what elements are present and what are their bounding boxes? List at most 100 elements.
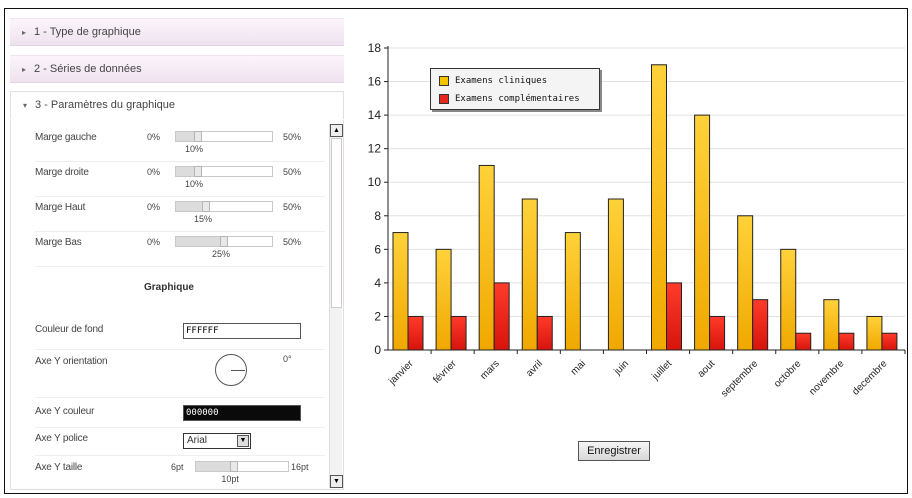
- y-tick-label: 10: [368, 175, 382, 189]
- margin-left-row: Marge gauche 0% 10% 50%: [35, 128, 325, 162]
- margin-top-max: 50%: [283, 202, 302, 212]
- margin-bottom-row: Marge Bas 0% 25% 50%: [35, 233, 325, 267]
- bar-complementaires: [450, 315, 467, 351]
- bar-complementaires: [666, 282, 682, 351]
- slider-thumb[interactable]: [230, 461, 238, 472]
- y-size-min: 6pt: [171, 462, 184, 472]
- background-color-row: Couleur de fond FFFFFF: [35, 318, 325, 350]
- bar-cliniques: [866, 315, 883, 351]
- orientation-dial[interactable]: [215, 354, 247, 386]
- x-tick-label: mai: [569, 358, 588, 377]
- panel-scrollbar[interactable]: ▲ ▼: [329, 124, 343, 488]
- y-color-input[interactable]: 000000: [183, 405, 301, 421]
- accordion-series-donnees[interactable]: ▸ 2 - Séries de données: [10, 55, 344, 83]
- save-button[interactable]: Enregistrer: [578, 441, 650, 461]
- chevron-down-icon[interactable]: ▼: [237, 435, 249, 447]
- accordion-parametres-graphique[interactable]: ▾ 3 - Paramètres du graphique: [10, 91, 344, 119]
- y-orientation-label: Axe Y orientation: [35, 356, 108, 367]
- y-tick-label: 8: [374, 209, 381, 223]
- x-tick-label: novembre: [807, 358, 847, 398]
- bar-complementaires: [493, 282, 510, 351]
- x-tick-label: decembre: [850, 358, 890, 398]
- bar-complementaires: [838, 332, 855, 351]
- legend-swatch: [439, 94, 449, 104]
- margin-bottom-slider[interactable]: [175, 236, 273, 247]
- triangle-right-icon: ▸: [22, 65, 27, 74]
- y-tick-label: 14: [368, 108, 382, 122]
- background-color-input[interactable]: FFFFFF: [183, 323, 301, 339]
- settings-panel: ▸ 1 - Type de graphique ▸ 2 - Séries de do…: [10, 18, 344, 490]
- y-size-row: Axe Y taille 6pt 10pt 16pt: [35, 458, 325, 489]
- margin-right-slider[interactable]: [175, 166, 273, 177]
- bar-complementaires: [752, 299, 769, 351]
- margin-left-value: 10%: [185, 144, 204, 154]
- y-color-label: Axe Y couleur: [35, 406, 95, 417]
- slider-fill: [196, 462, 234, 471]
- chart-svg: 0 2 4 6 8 10 12 14 16 18 janvier février mars avril ma…: [368, 41, 906, 400]
- margin-top-label: Marge Haut: [35, 202, 86, 213]
- y-size-slider[interactable]: [195, 461, 289, 472]
- margin-right-value: 10%: [185, 179, 204, 189]
- accordion-type-graphique[interactable]: ▸ 1 - Type de graphique: [10, 18, 344, 46]
- margin-top-slider[interactable]: [175, 201, 273, 212]
- bar-cliniques: [521, 198, 538, 351]
- y-size-label: Axe Y taille: [35, 462, 83, 473]
- y-tick-label: 16: [368, 75, 382, 89]
- slider-thumb[interactable]: [202, 201, 210, 212]
- x-tick-label: janvier: [386, 358, 416, 388]
- y-tick-label: 2: [374, 309, 381, 323]
- legend-swatch: [439, 76, 449, 86]
- margin-left-max: 50%: [283, 132, 302, 142]
- arrow-down-icon[interactable]: ▼: [330, 475, 343, 488]
- slider-fill: [176, 167, 198, 176]
- graphique-section-title: Graphique: [143, 282, 194, 293]
- triangle-right-icon: ▸: [22, 28, 27, 37]
- margin-left-label: Marge gauche: [35, 132, 97, 143]
- x-tick-label: aout: [696, 358, 718, 380]
- y-orientation-value: 0°: [283, 354, 292, 364]
- bar-complementaires: [407, 315, 424, 351]
- accordion-label: 1 - Type de graphique: [34, 26, 141, 38]
- y-font-label: Axe Y police: [35, 433, 88, 444]
- y-tick-label: 0: [374, 343, 381, 357]
- scrollbar-thumb[interactable]: [331, 138, 342, 308]
- y-size-max: 16pt: [291, 462, 309, 472]
- x-tick-label: septembre: [719, 358, 760, 399]
- accordion-label: 2 - Séries de données: [34, 63, 142, 75]
- x-tick-label: juin: [612, 358, 632, 378]
- parametres-body: Marge gauche 0% 10% 50% Marge droite 0% …: [10, 120, 344, 490]
- y-tick-label: 12: [368, 142, 382, 156]
- y-tick-label: 18: [368, 41, 382, 55]
- slider-fill: [176, 237, 224, 246]
- y-tick-label: 6: [374, 242, 381, 256]
- margin-bottom-label: Marge Bas: [35, 237, 82, 248]
- bar-cliniques: [478, 164, 495, 351]
- y-font-row: Axe Y police Arial ▼: [35, 430, 325, 456]
- bar-cliniques: [435, 248, 452, 351]
- background-color-label: Couleur de fond: [35, 324, 104, 335]
- bar-cliniques: [564, 232, 581, 351]
- slider-thumb[interactable]: [220, 236, 228, 247]
- margin-top-value: 15%: [194, 214, 213, 224]
- bar-complementaires: [795, 332, 812, 351]
- y-font-select[interactable]: Arial ▼: [183, 433, 251, 449]
- y-orientation-row: Axe Y orientation 0°: [35, 352, 325, 398]
- x-tick-label: mars: [478, 358, 502, 382]
- margin-right-max: 50%: [283, 167, 302, 177]
- margin-right-min: 0%: [147, 167, 161, 177]
- bar-cliniques: [780, 248, 797, 351]
- bar-cliniques: [823, 299, 840, 351]
- dial-hand: [231, 370, 245, 371]
- margin-left-min: 0%: [147, 132, 161, 142]
- legend-label: Examens complémentaires: [455, 94, 580, 104]
- bar-cliniques: [392, 232, 409, 351]
- slider-thumb[interactable]: [194, 166, 202, 177]
- bar-complementaires: [881, 332, 898, 351]
- triangle-down-icon: ▾: [23, 101, 28, 110]
- bar-cliniques: [607, 198, 624, 351]
- slider-thumb[interactable]: [194, 131, 202, 142]
- margin-left-slider[interactable]: [175, 131, 273, 142]
- arrow-up-icon[interactable]: ▲: [330, 124, 343, 137]
- x-tick-label: février: [431, 358, 459, 386]
- bar-cliniques: [694, 114, 711, 351]
